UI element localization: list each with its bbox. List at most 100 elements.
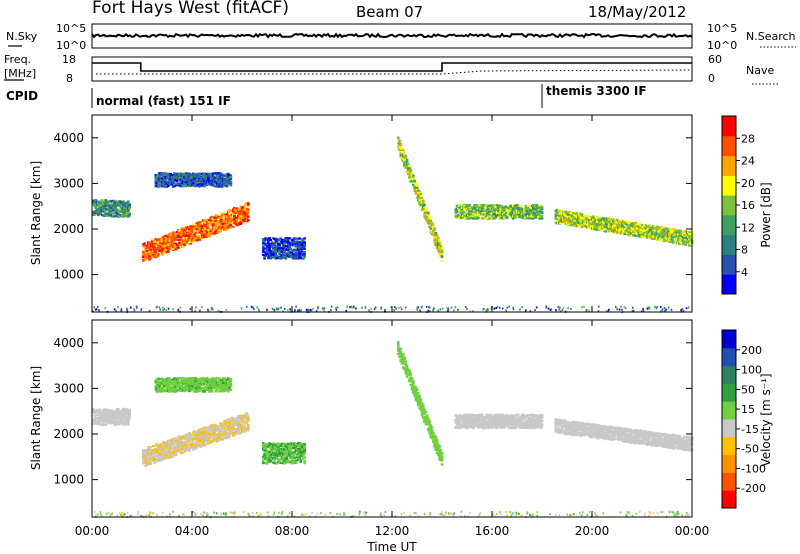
echo-cell — [397, 137, 400, 140]
echo-cell — [100, 423, 104, 426]
echo-cell — [493, 307, 496, 310]
echo-cell — [468, 204, 471, 207]
echo-cell — [247, 215, 250, 218]
echo-cell — [264, 253, 268, 256]
echo-cell — [198, 238, 201, 241]
echo-cell — [271, 307, 274, 310]
echo-cell — [349, 306, 352, 309]
echo-cell — [247, 204, 250, 207]
echo-cell — [235, 216, 239, 219]
echo-cell — [123, 203, 126, 207]
echo-cell — [450, 306, 453, 309]
power-marks — [92, 136, 694, 314]
echo-cell — [273, 243, 276, 247]
echo-cell — [147, 245, 150, 248]
echo-cell — [240, 307, 243, 310]
echo-cell — [205, 183, 209, 186]
echo-cell — [207, 222, 210, 225]
echo-cell — [624, 307, 627, 310]
echo-cell — [588, 309, 590, 312]
echo-cell — [167, 307, 170, 310]
echo-cell — [399, 306, 402, 309]
echo-cell — [182, 173, 185, 176]
echo-cell — [147, 241, 150, 244]
echo-cell — [227, 220, 230, 223]
echo-cell — [321, 307, 324, 310]
echo-cell — [419, 309, 421, 312]
echo-cell — [521, 306, 524, 309]
echo-cell — [403, 158, 406, 161]
echo-cell — [409, 169, 413, 172]
echo-cell — [163, 185, 166, 188]
echo-cell — [229, 215, 233, 218]
echo-cell — [587, 215, 590, 218]
echo-cell — [303, 256, 306, 259]
nsky-label: N.Sky — [6, 30, 38, 43]
echo-cell — [323, 309, 325, 312]
echo-cell — [207, 178, 210, 181]
nave-tick-top: 60 — [708, 53, 722, 66]
echo-cell — [187, 229, 190, 232]
echo-cell — [573, 222, 576, 225]
echo-cell — [410, 171, 414, 174]
echo-cell — [130, 306, 132, 309]
echo-cell — [142, 250, 145, 253]
echo-cell — [164, 238, 168, 241]
echo-cell — [217, 220, 220, 224]
echo-cell — [98, 421, 101, 424]
echo-cell — [214, 228, 218, 231]
echo-cell — [179, 173, 183, 176]
echo-cell — [94, 206, 98, 209]
echo-cell — [244, 206, 248, 209]
echo-cell — [298, 237, 301, 240]
echo-cell — [185, 181, 189, 184]
echo-cell — [185, 236, 189, 239]
echo-cell — [197, 235, 200, 238]
freq-tick-bottom: 8 — [66, 72, 73, 85]
echo-cell — [400, 147, 404, 150]
echo-cell — [93, 414, 96, 417]
echo-cell — [407, 172, 410, 175]
echo-cell — [97, 214, 100, 217]
echo-cell — [187, 238, 190, 241]
echo-cell — [193, 172, 196, 175]
echo-cell — [189, 233, 193, 236]
echo-cell — [256, 306, 259, 309]
echo-cell — [213, 232, 216, 235]
echo-cell — [205, 180, 209, 183]
echo-cell — [172, 233, 175, 236]
echo-cell — [681, 308, 684, 311]
echo-cell — [172, 245, 175, 248]
echo-cell — [174, 182, 178, 185]
echo-cell — [650, 231, 654, 234]
echo-cell — [128, 212, 131, 215]
echo-cell — [237, 209, 240, 213]
echo-cell — [567, 307, 569, 310]
echo-cell — [192, 180, 195, 183]
echo-cell — [212, 183, 215, 186]
echo-cell — [227, 214, 230, 218]
echo-cell — [219, 230, 223, 233]
echo-cell — [160, 240, 164, 243]
echo-cell — [229, 209, 233, 213]
echo-cell — [208, 234, 211, 237]
echo-cell — [323, 307, 326, 310]
echo-cell — [405, 158, 409, 162]
echo-cell — [407, 163, 410, 166]
echo-cell — [125, 212, 129, 216]
y-tick-label: 3000 — [53, 176, 84, 190]
echo-cell — [229, 183, 233, 187]
echo-cell — [95, 416, 99, 420]
echo-cell — [336, 306, 339, 309]
echo-cell — [263, 247, 266, 250]
echo-cell — [420, 305, 423, 308]
echo-cell — [110, 199, 114, 202]
echo-cell — [430, 222, 434, 225]
echo-cell — [289, 255, 293, 259]
echo-cell — [401, 308, 403, 310]
echo-cell — [207, 308, 209, 311]
echo-cell — [482, 217, 485, 220]
echo-cell — [584, 215, 588, 218]
echo-cell — [364, 306, 367, 309]
